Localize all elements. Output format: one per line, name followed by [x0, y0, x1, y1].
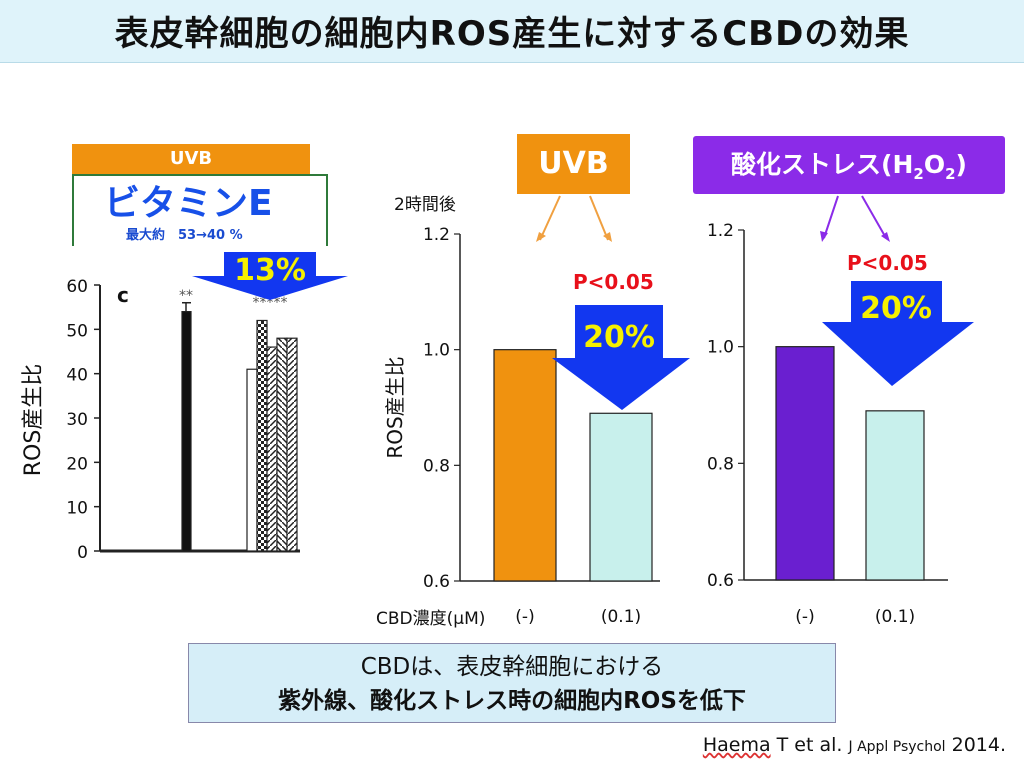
- reduction-arrow-h2o2: 20%: [822, 281, 974, 386]
- y-tick-label: 0.6: [707, 571, 734, 591]
- category-label: (-): [795, 607, 814, 627]
- y-tick-label: 1.0: [707, 338, 734, 358]
- summary-box: CBDは、表皮幹細胞における 紫外線、酸化ストレス時の細胞内ROSを低下: [188, 643, 836, 723]
- summary-line-2: 紫外線、酸化ストレス時の細胞内ROSを低下: [278, 688, 746, 714]
- left-ylabel: ROS産生比: [21, 364, 46, 477]
- bar: [775, 346, 835, 581]
- y-tick-label: 1.2: [423, 225, 450, 245]
- h2o2-arrows: [820, 195, 890, 242]
- chart-h2o2: 0.6 0.8 1.0 1.2 (-) (0.1): [707, 221, 948, 627]
- uvb-label: UVB: [517, 134, 630, 194]
- left-y-tick-label: 50: [66, 321, 88, 341]
- pvalue-h2o2: P<0.05: [847, 251, 928, 275]
- left-bar: [276, 337, 288, 552]
- left-bar: [266, 346, 278, 552]
- oxidative-stress-label: 酸化ストレス(H2O2): [693, 136, 1005, 194]
- y-tick-label: 1.0: [423, 341, 450, 361]
- category-label: (0.1): [601, 607, 641, 627]
- title-bar: 表皮幹細胞の細胞内ROS産生に対するCBDの効果: [0, 0, 1024, 63]
- bar: [493, 349, 557, 582]
- category-label: (-): [515, 607, 534, 627]
- uvb-arrows: [536, 195, 612, 242]
- reduction-arrow-uvb: 20%: [552, 305, 690, 410]
- y-tick-label: 0.8: [707, 454, 734, 474]
- significance-marks: **: [179, 288, 193, 304]
- bar: [589, 412, 653, 582]
- summary-line-1: CBDは、表皮幹細胞における: [360, 654, 664, 680]
- y-tick-label: 0.8: [423, 456, 450, 476]
- reduction-uvb-text: 20%: [583, 320, 655, 355]
- y-tick-label: 0.6: [423, 572, 450, 592]
- category-label: (0.1): [875, 607, 915, 627]
- left-y-tick-label: 60: [66, 277, 88, 297]
- left-bar: [246, 368, 258, 552]
- bar: [865, 410, 925, 581]
- reduction-arrow-13: 13%: [192, 252, 348, 300]
- cbd-concentration-label: CBD濃度(μM): [376, 609, 486, 629]
- uvb-label-small: UVB: [72, 144, 310, 174]
- pvalue-uvb: P<0.05: [573, 270, 654, 294]
- left-bar: [181, 311, 192, 552]
- citation: Haema T et al. J Appl Psychol 2014.: [702, 734, 1006, 756]
- chart-uvb: 0.6 0.8 1.0 1.2 (-) (0.1) ROS産生比: [383, 225, 660, 627]
- left-y-tick-label: 40: [66, 366, 88, 386]
- reduction-13-text: 13%: [234, 253, 306, 288]
- vitamin-frame: [72, 174, 328, 246]
- page-title: 表皮幹細胞の細胞内ROS産生に対するCBDの効果: [114, 14, 910, 54]
- left-bar: [286, 337, 298, 552]
- significance-marks: *****: [253, 295, 288, 311]
- left-y-tick-label: 0: [77, 543, 88, 563]
- left-y-tick-label: 10: [66, 499, 88, 519]
- left-y-tick-label: 30: [66, 410, 88, 430]
- vitamin-e-sub: 最大約 53→40 %: [126, 228, 243, 243]
- vitamin-e-label: ビタミンE: [104, 183, 273, 224]
- time-label: 2時間後: [394, 195, 456, 215]
- reduction-h2o2-text: 20%: [860, 291, 932, 326]
- left-bar: [256, 319, 268, 552]
- panel-letter: c: [117, 283, 129, 307]
- y-tick-label: 1.2: [707, 221, 734, 241]
- y-axis-label: ROS産生比: [383, 356, 407, 458]
- left-y-tick-label: 20: [66, 454, 88, 474]
